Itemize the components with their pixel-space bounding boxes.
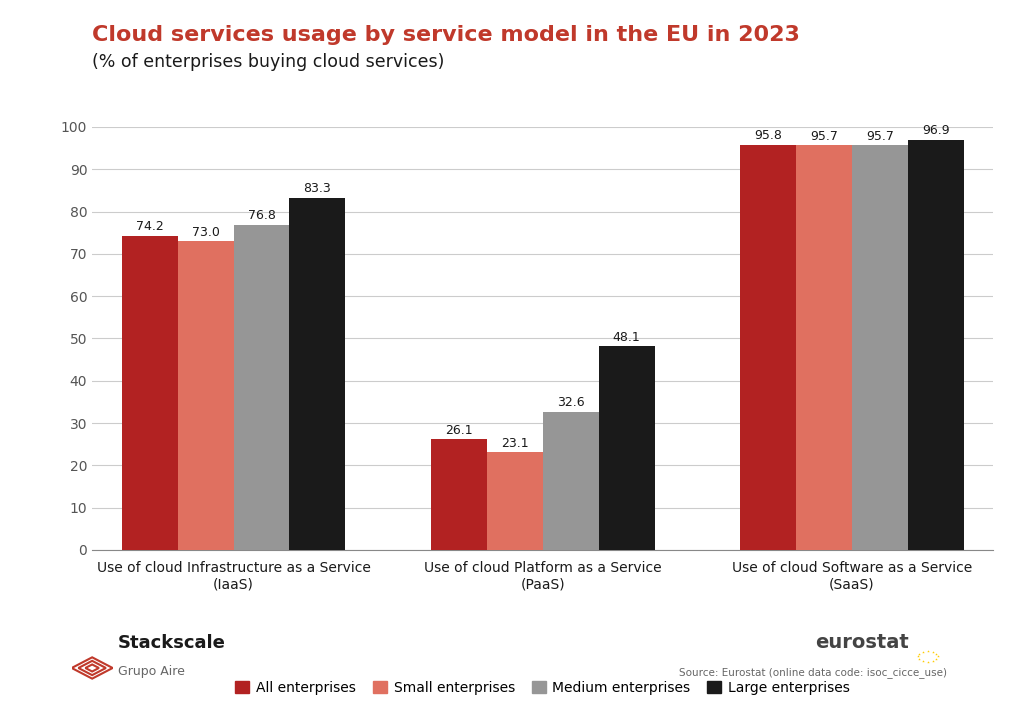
- Text: 32.6: 32.6: [557, 396, 585, 410]
- Text: 48.1: 48.1: [612, 331, 641, 344]
- Text: 73.0: 73.0: [191, 226, 219, 238]
- Text: 95.7: 95.7: [810, 130, 838, 142]
- Text: 83.3: 83.3: [303, 182, 332, 195]
- Text: Cloud services usage by service model in the EU in 2023: Cloud services usage by service model in…: [92, 25, 800, 44]
- Bar: [599, 346, 654, 550]
- Bar: [852, 145, 908, 550]
- Text: 23.1: 23.1: [501, 436, 528, 450]
- Text: 95.7: 95.7: [866, 130, 894, 142]
- Text: 26.1: 26.1: [445, 424, 473, 437]
- Bar: [122, 236, 177, 550]
- Text: Source: Eurostat (online data code: isoc_cicce_use): Source: Eurostat (online data code: isoc…: [679, 668, 947, 678]
- Text: (% of enterprises buying cloud services): (% of enterprises buying cloud services): [92, 53, 444, 71]
- Bar: [431, 439, 486, 550]
- Text: 74.2: 74.2: [136, 221, 164, 233]
- Bar: [740, 145, 796, 550]
- Bar: [233, 225, 290, 550]
- Bar: [543, 412, 599, 550]
- Bar: [177, 241, 233, 550]
- Text: 95.8: 95.8: [754, 129, 782, 142]
- Text: Grupo Aire: Grupo Aire: [118, 666, 184, 678]
- Text: 76.8: 76.8: [248, 209, 275, 223]
- Bar: [796, 145, 852, 550]
- Legend: All enterprises, Small enterprises, Medium enterprises, Large enterprises: All enterprises, Small enterprises, Medi…: [230, 675, 855, 700]
- Bar: [908, 140, 964, 550]
- Text: eurostat: eurostat: [815, 633, 909, 652]
- Bar: [290, 197, 345, 550]
- Bar: [486, 452, 543, 550]
- Text: 96.9: 96.9: [922, 125, 949, 137]
- Text: Stackscale: Stackscale: [118, 634, 225, 652]
